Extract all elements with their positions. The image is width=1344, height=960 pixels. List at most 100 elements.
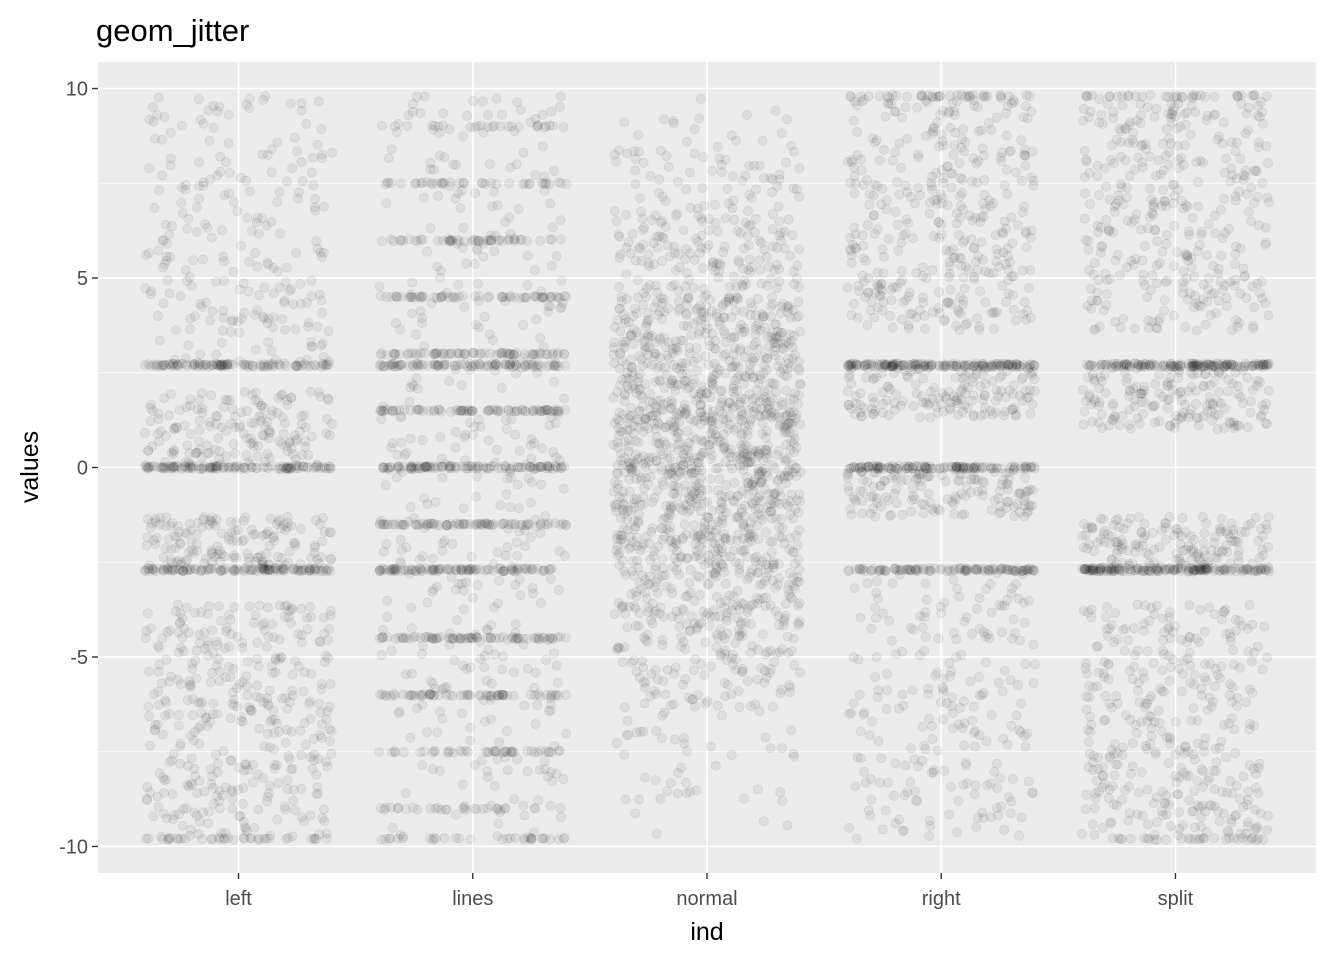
data-point [278, 566, 289, 576]
data-point [405, 405, 416, 416]
data-point [654, 174, 665, 185]
data-point [213, 601, 224, 612]
data-point [161, 512, 172, 523]
data-point [173, 834, 184, 845]
data-point [536, 598, 546, 608]
data-point [195, 349, 206, 360]
data-point [390, 747, 401, 758]
data-point [159, 565, 169, 576]
data-point [629, 655, 639, 666]
data-point [768, 346, 779, 356]
data-point [148, 565, 159, 576]
data-point [681, 244, 692, 255]
data-point [234, 284, 245, 295]
data-point [263, 433, 274, 443]
data-point [280, 277, 291, 288]
data-point [322, 413, 332, 424]
data-point [196, 464, 207, 474]
data-point [692, 203, 703, 214]
data-point [158, 298, 169, 308]
data-point [456, 578, 467, 589]
data-point [488, 559, 499, 570]
data-point [546, 767, 556, 777]
data-point [682, 267, 692, 278]
data-point [256, 412, 267, 423]
data-point [514, 503, 524, 513]
data-point [457, 242, 468, 253]
data-point [493, 818, 504, 829]
data-point [736, 503, 747, 514]
data-point [208, 101, 219, 111]
data-point [274, 464, 285, 474]
data-point [268, 566, 279, 576]
data-point [228, 438, 239, 449]
data-point [901, 92, 912, 102]
data-point [739, 545, 750, 555]
data-point [217, 565, 228, 576]
data-point [630, 179, 641, 189]
data-point [457, 708, 467, 719]
data-point [252, 552, 263, 563]
data-point [419, 493, 430, 503]
data-point [649, 419, 660, 430]
data-point [459, 301, 470, 312]
data-point [654, 608, 665, 619]
data-point [186, 824, 197, 835]
data-point [227, 563, 238, 574]
data-point [633, 130, 644, 140]
data-point [159, 112, 170, 122]
data-point [264, 685, 275, 696]
data-point [228, 197, 239, 208]
data-point [522, 746, 533, 757]
data-point [272, 137, 283, 148]
data-point [1007, 774, 1018, 784]
data-point [720, 348, 731, 359]
data-point [790, 559, 800, 569]
data-point [374, 747, 385, 757]
data-point [703, 530, 714, 541]
data-point [410, 631, 421, 642]
data-point [522, 766, 533, 777]
data-point [689, 148, 700, 159]
data-point [185, 563, 196, 574]
data-point [305, 601, 315, 612]
data-point [696, 659, 706, 669]
data-point [671, 342, 682, 353]
data-point [425, 223, 436, 233]
data-point [551, 251, 562, 262]
data-point [678, 733, 689, 744]
data-point [640, 421, 650, 431]
data-point [691, 305, 702, 316]
data-point [777, 644, 788, 655]
data-point [529, 683, 540, 693]
data-point [489, 186, 500, 197]
data-point [269, 564, 280, 574]
data-point [770, 106, 781, 116]
data-point [873, 685, 884, 696]
data-point [436, 453, 447, 464]
data-point [924, 831, 934, 842]
data-point [182, 565, 193, 576]
data-point [187, 663, 198, 674]
data-point [749, 406, 759, 417]
data-point [986, 710, 997, 720]
data-point [375, 803, 386, 813]
data-point [399, 449, 410, 460]
data-point [250, 395, 261, 406]
data-point [180, 461, 191, 472]
data-point [900, 760, 911, 771]
data-point [620, 608, 630, 619]
data-point [415, 747, 426, 758]
data-point [194, 739, 205, 749]
data-point [642, 316, 653, 326]
data-point [730, 305, 741, 316]
data-point [719, 326, 729, 337]
data-point [207, 306, 218, 317]
data-point [428, 519, 439, 530]
data-point [267, 668, 278, 679]
data-point [702, 484, 713, 495]
data-point [635, 193, 645, 204]
data-point [301, 119, 312, 129]
data-point [455, 203, 466, 214]
data-point [920, 578, 931, 589]
